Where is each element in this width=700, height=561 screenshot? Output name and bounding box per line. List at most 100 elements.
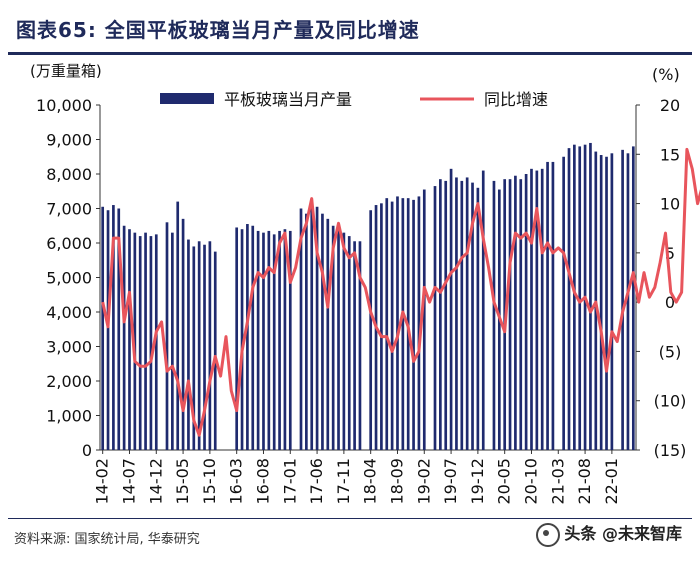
bar [514, 175, 517, 450]
right-axis-unit: (%) [652, 65, 680, 84]
left-tick-label: 4,000 [46, 303, 92, 322]
x-tick-label: 21-08 [575, 458, 594, 505]
bar [385, 198, 389, 450]
bar [401, 198, 405, 450]
bar [192, 246, 196, 450]
right-tick-label: 10 [660, 195, 680, 214]
bar [412, 199, 415, 450]
x-tick-label: 16-08 [253, 458, 272, 505]
watermark-text: 头条 @未来智库 [564, 524, 682, 543]
bar [171, 232, 174, 450]
chart-header: 图表65: 全国平板玻璃当月产量及同比增速 [8, 6, 692, 50]
bar [369, 210, 373, 450]
right-tick-label: (5) [659, 342, 682, 361]
bar [631, 146, 635, 450]
x-tick-label: 14-12 [146, 458, 165, 505]
left-tick-label: 10,000 [36, 96, 92, 115]
bar [305, 213, 308, 450]
x-tick-label: 17-01 [280, 458, 299, 505]
bar [481, 170, 485, 451]
bar [122, 225, 126, 450]
chart-title: 图表65: 全国平板玻璃当月产量及同比增速 [16, 18, 420, 42]
left-tick-label: 5,000 [46, 269, 92, 288]
bar [181, 218, 185, 450]
x-tick-label: 20-05 [495, 458, 514, 505]
x-tick-label: 16-03 [227, 458, 246, 505]
bar [455, 177, 458, 450]
bar [133, 232, 137, 450]
bar [444, 180, 448, 450]
bar [299, 208, 303, 450]
bar [492, 180, 496, 450]
bar [272, 234, 276, 450]
x-tick-label: 22-01 [602, 458, 621, 505]
bar [380, 203, 383, 450]
bar [112, 205, 115, 450]
left-tick-label: 0 [82, 441, 92, 460]
x-tick-label: 14-02 [93, 458, 112, 505]
x-tick-label: 14-07 [119, 458, 138, 505]
left-tick-label: 8,000 [46, 165, 92, 184]
bar [460, 180, 464, 450]
bar [342, 232, 346, 450]
x-tick-label: 18-04 [361, 458, 380, 505]
right-tick-label: (15) [654, 441, 687, 460]
legend-bar-label: 平板玻璃当月产量 [224, 90, 352, 109]
bar [605, 156, 608, 450]
bar [197, 241, 201, 450]
bar [449, 168, 453, 450]
right-tick-label: (10) [654, 392, 687, 411]
bar [246, 224, 249, 450]
bar [149, 236, 153, 450]
bar [321, 213, 324, 450]
bar [315, 206, 319, 450]
bar [347, 236, 351, 450]
bar [358, 241, 362, 450]
bar [240, 229, 244, 450]
x-tick-label: 15-10 [200, 458, 219, 505]
x-tick-label: 17-11 [334, 458, 353, 505]
bar [519, 179, 523, 451]
bar [138, 236, 142, 450]
x-tick-label: 18-09 [387, 458, 406, 505]
bar [251, 225, 255, 450]
bar [101, 206, 105, 450]
x-tick-label: 19-07 [441, 458, 460, 505]
bar [213, 251, 217, 450]
bar [471, 182, 474, 450]
bar [508, 179, 512, 451]
bar [106, 210, 110, 450]
left-tick-label: 1,000 [46, 407, 92, 426]
bar [476, 187, 480, 451]
bar [154, 234, 158, 450]
right-tick-label: 20 [660, 96, 680, 115]
bar [599, 155, 603, 450]
bar [396, 196, 399, 450]
growth-line [101, 147, 700, 437]
bar [524, 174, 528, 450]
bar [267, 230, 271, 450]
bar [203, 244, 206, 450]
bar [562, 156, 565, 450]
right-tick-label: 15 [660, 145, 680, 164]
bar [326, 218, 330, 450]
bar [573, 144, 576, 451]
x-tick-label: 19-02 [414, 458, 433, 505]
x-tick-label: 15-05 [173, 458, 192, 505]
bar [610, 153, 614, 451]
combo-chart: 0 1,000 2,000 3,000 4,000 5,000 6,000 7,000 8,00… [30, 62, 700, 505]
bar [439, 179, 442, 451]
bar [288, 230, 292, 450]
x-tick-label: 21-03 [548, 458, 567, 505]
bar [530, 168, 533, 450]
bar [256, 230, 260, 450]
bar [626, 153, 630, 451]
bar [535, 170, 539, 451]
bar [128, 229, 131, 450]
bar [165, 222, 169, 450]
bar [422, 189, 426, 450]
left-axis-unit: (万重量箱) [30, 62, 102, 80]
bar [187, 239, 190, 450]
x-tick-label: 19-12 [468, 458, 487, 505]
bar [283, 229, 287, 450]
